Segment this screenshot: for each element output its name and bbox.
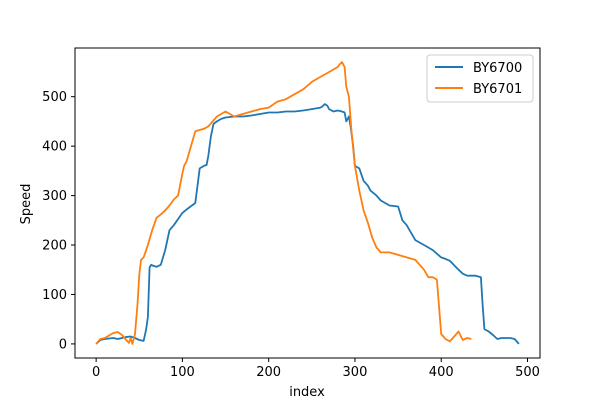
x-tick-label: 300 [343,365,368,380]
x-axis-label: index [289,385,325,400]
legend-label-by6701: BY6701 [473,82,522,97]
y-tick-label: 200 [42,239,67,254]
x-tick-label: 200 [256,365,281,380]
plot-area [95,61,520,345]
x-tick-label: 0 [92,365,100,380]
y-axis-ticks: 0 100 200 300 400 500 [42,90,75,352]
x-axis-ticks: 0 100 200 300 400 500 [92,358,540,380]
y-tick-label: 300 [42,189,67,204]
x-tick-label: 500 [515,365,540,380]
y-axis-label: Speed [19,184,34,225]
legend: BY6700 BY6701 [426,54,534,103]
y-tick-label: 100 [42,288,67,303]
plot-frame [74,47,541,359]
series-line-by6700 [95,103,520,345]
y-tick-label: 400 [42,140,67,155]
y-tick-label: 0 [59,337,67,352]
y-tick-label: 500 [42,90,67,105]
legend-label-by6700: BY6700 [473,61,522,76]
x-tick-label: 400 [429,365,454,380]
x-tick-label: 100 [170,365,195,380]
series-line-by6701 [95,61,472,345]
